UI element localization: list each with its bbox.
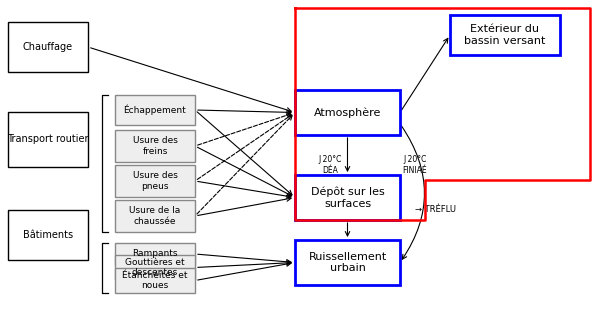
- FancyBboxPatch shape: [295, 90, 400, 135]
- Text: → TRÉFLU: → TRÉFLU: [415, 205, 456, 214]
- Text: Usure de la
chaussée: Usure de la chaussée: [129, 206, 181, 226]
- FancyBboxPatch shape: [115, 243, 195, 265]
- Text: Dépôt sur les
surfaces: Dépôt sur les surfaces: [311, 186, 384, 209]
- FancyBboxPatch shape: [115, 95, 195, 125]
- FancyBboxPatch shape: [115, 268, 195, 293]
- Text: J 20°C
FINIAÉ: J 20°C FINIAÉ: [403, 155, 427, 175]
- FancyBboxPatch shape: [115, 255, 195, 280]
- FancyBboxPatch shape: [8, 22, 88, 72]
- Text: Étanchéités et
noues: Étanchéités et noues: [122, 271, 188, 290]
- Text: Ruissellement
urbain: Ruissellement urbain: [308, 252, 387, 273]
- Text: Transport routier: Transport routier: [7, 134, 88, 145]
- Text: J 20°C
DÉA: J 20°C DÉA: [318, 155, 342, 175]
- Text: Gouttières et
descentes: Gouttières et descentes: [125, 258, 185, 277]
- Text: Extérieur du
bassin versant: Extérieur du bassin versant: [464, 24, 545, 46]
- Text: Échappement: Échappement: [124, 105, 187, 115]
- FancyBboxPatch shape: [295, 240, 400, 285]
- FancyBboxPatch shape: [8, 210, 88, 260]
- FancyBboxPatch shape: [450, 15, 560, 55]
- FancyBboxPatch shape: [8, 112, 88, 167]
- Text: Chauffage: Chauffage: [23, 42, 73, 52]
- FancyBboxPatch shape: [295, 175, 400, 220]
- FancyBboxPatch shape: [115, 165, 195, 197]
- Text: Bâtiments: Bâtiments: [23, 230, 73, 240]
- FancyBboxPatch shape: [115, 200, 195, 232]
- Text: Rampants: Rampants: [132, 249, 178, 259]
- Text: Usure des
pneus: Usure des pneus: [133, 171, 178, 191]
- FancyBboxPatch shape: [115, 130, 195, 162]
- Text: Usure des
freins: Usure des freins: [133, 136, 178, 156]
- Text: Atmosphère: Atmosphère: [314, 107, 381, 118]
